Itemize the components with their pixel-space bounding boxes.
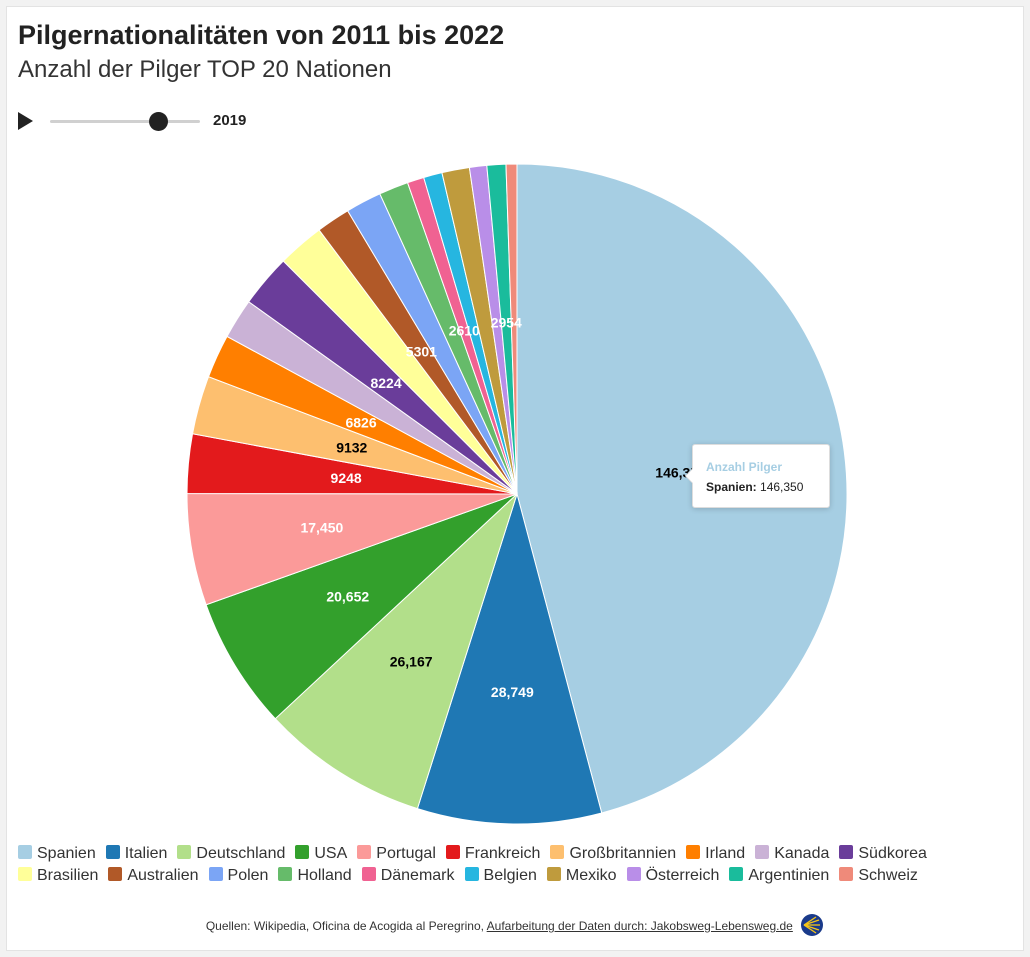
pie-slice-italien[interactable] [416, 492, 603, 825]
legend-item-brasilien[interactable]: Brasilien [18, 867, 98, 885]
legend-item-großbritannien[interactable]: Großbritannien [550, 845, 676, 863]
legend-label: USA [314, 845, 348, 862]
legend-label: Polen [227, 867, 269, 884]
legend-label: Argentinien [748, 867, 830, 884]
legend-label: Kanada [774, 845, 830, 862]
legend-swatch [686, 845, 701, 859]
legend-swatch [278, 867, 293, 881]
legend-item-schweiz[interactable]: Schweiz [839, 867, 918, 885]
legend-label: Brasilien [37, 867, 99, 884]
legend-item-österreich[interactable]: Österreich [626, 867, 720, 885]
legend-item-spanien[interactable]: Spanien [18, 845, 96, 863]
year-label: 2019 [213, 112, 247, 129]
tooltip-line: Spanien: 146,350 [706, 480, 803, 494]
data-label-deutschland: 26,167 [390, 653, 433, 669]
year-player: 2019 [18, 110, 278, 134]
legend-label: Spanien [37, 845, 96, 862]
legend-item-südkorea[interactable]: Südkorea [839, 845, 927, 863]
legend-swatch [729, 867, 744, 881]
legend-label: Großbritannien [569, 845, 677, 862]
legend-swatch [295, 845, 310, 859]
source-prefix: Quellen: Wikipedia, Oficina de Acogida a… [205, 919, 484, 933]
data-label-portugal: 17,450 [300, 520, 343, 536]
data-label-australien: 5301 [406, 344, 437, 360]
data-label-usa: 20,652 [326, 589, 369, 605]
legend-item-australien[interactable]: Australien [108, 867, 199, 885]
source-line: Quellen: Wikipedia, Oficina de Acogida a… [0, 913, 1030, 937]
legend-swatch [108, 867, 123, 881]
legend-item-irland[interactable]: Irland [686, 845, 745, 863]
legend-swatch [445, 845, 460, 859]
tooltip-label: Spanien: [706, 480, 757, 494]
data-label-irland: 6826 [345, 414, 376, 430]
legend-label: Schweiz [858, 867, 918, 884]
legend-label: Dänemark [380, 867, 455, 884]
data-label-großbritannien: 9132 [336, 440, 367, 456]
legend-item-portugal[interactable]: Portugal [357, 845, 436, 863]
chart-title: Pilgernationalitäten von 2011 bis 2022 [18, 20, 505, 50]
pie-slice-usa[interactable] [205, 493, 518, 720]
legend-item-holland[interactable]: Holland [278, 867, 352, 885]
legend-label: Deutschland [196, 845, 286, 862]
shell-icon [801, 914, 824, 936]
legend-swatch [361, 867, 376, 881]
legend-label: Österreich [645, 867, 720, 884]
data-label-dänemark: 2610 [449, 323, 480, 339]
slider-handle[interactable] [149, 112, 168, 131]
legend-label: Holland [297, 867, 352, 884]
tooltip: Anzahl Pilger Spanien: 146,350 [685, 444, 830, 508]
legend: Spanien Italien Deutschland USA Portugal Fran… [18, 845, 1008, 889]
data-label-italien: 28,749 [491, 684, 534, 700]
legend-item-argentinien[interactable]: Argentinien [729, 867, 829, 885]
legend-swatch [839, 867, 854, 881]
legend-row: Spanien Italien Deutschland USA Portugal Fran… [18, 845, 1008, 867]
legend-item-italien[interactable]: Italien [105, 845, 168, 863]
legend-swatch [357, 845, 372, 859]
legend-label: Mexiko [565, 867, 617, 884]
tooltip-value: 146,350 [760, 480, 804, 494]
legend-item-belgien[interactable]: Belgien [464, 867, 537, 885]
legend-swatch [839, 845, 854, 859]
legend-row: Brasilien Australien Polen Holland Dänemark B… [18, 867, 1008, 889]
legend-label: Australien [127, 867, 199, 884]
legend-swatch [177, 845, 192, 859]
legend-swatch [105, 845, 120, 859]
legend-label: Italien [124, 845, 168, 862]
legend-item-usa[interactable]: USA [295, 845, 347, 863]
source-link[interactable]: Aufarbeitung der Daten durch: Jakobsweg-… [486, 919, 793, 933]
legend-swatch [546, 867, 561, 881]
legend-item-mexiko[interactable]: Mexiko [546, 867, 617, 885]
legend-item-kanada[interactable]: Kanada [755, 845, 829, 863]
legend-swatch [464, 867, 479, 881]
data-label-frankreich: 9248 [331, 470, 362, 486]
play-icon[interactable] [18, 112, 33, 130]
pie-slice-spanien[interactable] [516, 163, 848, 814]
pie-slice-deutschland[interactable] [274, 492, 519, 810]
legend-swatch [550, 845, 565, 859]
legend-label: Südkorea [858, 845, 927, 862]
legend-label: Frankreich [464, 845, 541, 862]
legend-swatch [755, 845, 770, 859]
chart-subtitle: Anzahl der Pilger TOP 20 Nationen [18, 56, 392, 83]
legend-item-deutschland[interactable]: Deutschland [177, 845, 285, 863]
year-slider[interactable] [50, 112, 200, 131]
legend-label: Irland [705, 845, 746, 862]
legend-item-polen[interactable]: Polen [208, 867, 269, 885]
legend-label: Portugal [376, 845, 436, 862]
legend-swatch [18, 845, 32, 859]
legend-swatch [626, 867, 641, 881]
legend-label: Belgien [483, 867, 537, 884]
legend-swatch [18, 867, 32, 881]
legend-swatch [208, 867, 223, 881]
pie-slice-schweiz[interactable] [505, 163, 518, 495]
tooltip-arrow-fill [686, 469, 693, 483]
data-label-südkorea: 8224 [370, 375, 401, 391]
legend-item-frankreich[interactable]: Frankreich [445, 845, 541, 863]
tooltip-title: Anzahl Pilger [706, 460, 783, 474]
data-label-argentinien: 2954 [491, 315, 522, 331]
legend-item-dänemark[interactable]: Dänemark [361, 867, 455, 885]
